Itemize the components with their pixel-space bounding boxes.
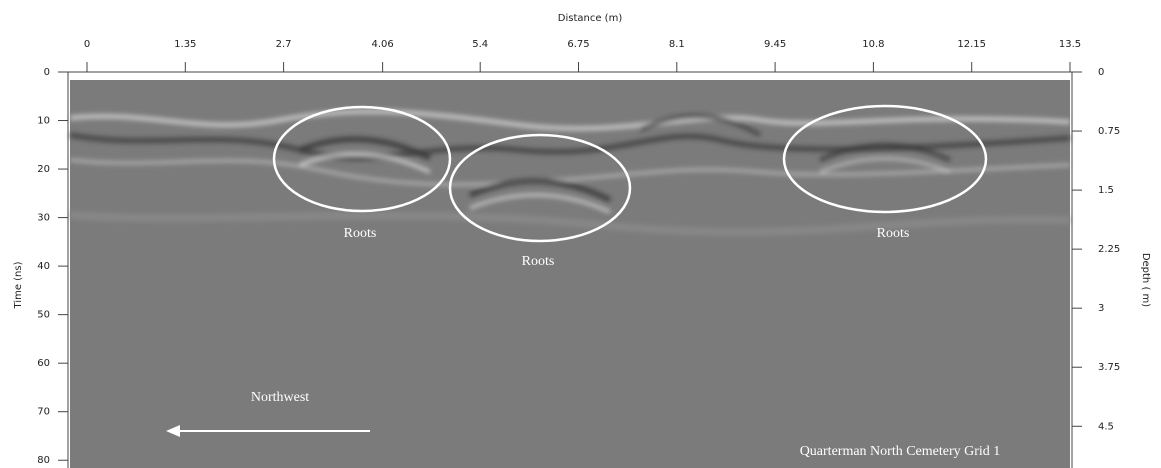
y-tick-label: 60 [37, 358, 50, 369]
y2-tick-label: 0.75 [1098, 126, 1120, 137]
y2-tick-label: 1.5 [1098, 185, 1114, 196]
y-tick-label: 0 [44, 67, 50, 78]
y-tick-label: 70 [37, 407, 50, 418]
x-axis-title: Distance (m) [558, 13, 623, 24]
x-tick-label: 9.45 [764, 39, 786, 50]
y2-tick-label: 0 [1098, 67, 1104, 78]
y2-tick-label: 3.75 [1098, 362, 1120, 373]
annotation: Roots [877, 226, 910, 241]
y-tick-label: 30 [37, 213, 50, 224]
x-tick-label: 8.1 [669, 39, 685, 50]
annotation: Roots [522, 254, 555, 269]
x-tick-label: 6.75 [567, 39, 589, 50]
reflection-texture [69, 109, 1071, 236]
y-tick-label: 20 [37, 164, 50, 175]
y2-tick-label: 2.25 [1098, 244, 1120, 255]
x-tick-label: 5.4 [472, 39, 488, 50]
x-tick-label: 4.06 [371, 39, 393, 50]
y-tick-label: 10 [37, 116, 50, 127]
annotation: Roots [344, 226, 377, 241]
y-tick-label: 50 [37, 310, 50, 321]
x-tick-label: 2.7 [276, 39, 292, 50]
y2-tick-label: 3 [1098, 303, 1104, 314]
annotation: Quarterman North Cemetery Grid 1 [800, 444, 1001, 459]
y2-axis-title: Depth ( m) [1140, 253, 1151, 307]
y-tick-label: 80 [37, 455, 50, 466]
y-tick-label: 40 [37, 261, 50, 272]
x-tick-label: 13.5 [1059, 39, 1081, 50]
y2-tick-label: 4.5 [1098, 421, 1114, 432]
y-axis-title: Time (ns) [13, 261, 24, 309]
annotation-ellipses [272, 104, 988, 243]
x-tick-label: 10.8 [862, 39, 884, 50]
annotation: Northwest [251, 390, 309, 405]
x-tick-label: 1.35 [174, 39, 196, 50]
direction-arrow [166, 425, 370, 437]
x-tick-label: 12.15 [957, 39, 986, 50]
x-tick-label: 0 [84, 39, 90, 50]
